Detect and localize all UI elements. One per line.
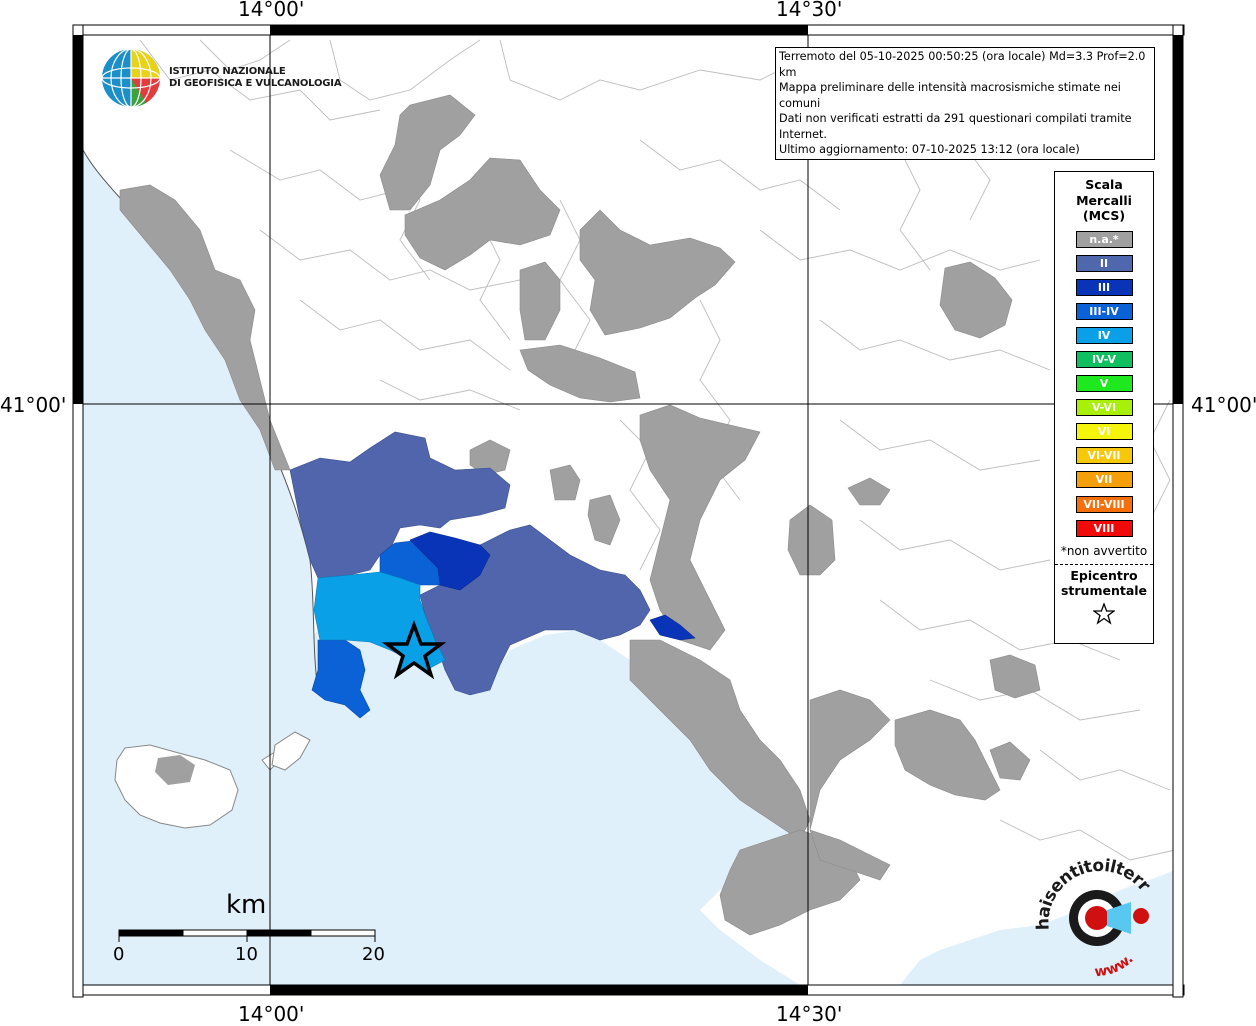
epicenter-star (381, 619, 447, 680)
star-icon (1055, 601, 1153, 629)
ingv-logo: ISTITUTO NAZIONALE DI GEOFISICA E VULCAN… (101, 48, 342, 108)
ingv-line2: DI GEOFISICA E VULCANOLOGIA (169, 78, 342, 89)
legend-epicenter-2: strumentale (1060, 583, 1148, 599)
legend-item: n.a.* (1075, 230, 1133, 248)
ingv-line1: ISTITUTO NAZIONALE (169, 66, 286, 77)
sea-area (83, 35, 800, 985)
legend-item: II (1075, 254, 1133, 272)
hai-sentito-logo: haisentitoilterremoto.it www. (1026, 843, 1165, 992)
area-intensity-iii-iv (311, 639, 371, 719)
legend-item: IV-V (1075, 350, 1133, 368)
legend-items: n.a.* II III III-IV IV IV-V V V-VI VI VI-VII VII VI… (1055, 230, 1153, 537)
legend-item: IV (1075, 326, 1133, 344)
info-line-3: Dati non verificati estratti da 291 ques… (779, 112, 1132, 141)
legend-title-3: (MCS) (1082, 208, 1126, 223)
area-intensity-iii (649, 614, 696, 641)
legend-item: VI-VII (1075, 447, 1133, 465)
coord-bottom-right: 14°30' (776, 1002, 843, 1026)
legend-item: VII-VIII (1075, 495, 1133, 513)
scale-tick-10: 10 (235, 944, 258, 965)
info-line-2: Mappa preliminare delle intensità macros… (779, 81, 1121, 110)
scale-tick-0: 0 (113, 944, 125, 965)
mcs-legend: Scala Mercalli (MCS) n.a.* II III III-IV IV I… (1054, 171, 1154, 644)
legend-item: V-VI (1075, 399, 1133, 417)
legend-title-2: Mercalli (1076, 192, 1132, 208)
legend-footnote: *non avvertito (1060, 543, 1148, 558)
area-intensity-iii (409, 531, 491, 591)
badge-text-bottom: www. (1094, 951, 1137, 980)
scale-tick-20: 20 (362, 944, 385, 965)
info-line-4: Ultimo aggiornamento: 07-10-2025 13:12 (… (779, 143, 1080, 156)
event-info-box: Terremoto del 05-10-2025 00:50:25 (ora l… (775, 47, 1155, 160)
coord-bottom-left: 14°00' (238, 1002, 305, 1026)
legend-title-1: Scala (1085, 177, 1123, 192)
coord-top-right: 14°30' (776, 0, 843, 21)
info-line-1: Terremoto del 05-10-2025 00:50:25 (ora l… (779, 50, 1146, 79)
scale-bar (118, 929, 376, 942)
legend-epicenter-1: Epicentro (1070, 567, 1138, 583)
legend-divider (1055, 563, 1153, 565)
legend-item: V (1075, 375, 1133, 393)
legend-item: III (1075, 278, 1133, 296)
coord-left-lat: 41°00' (0, 393, 67, 417)
svg-text:www.: www. (1094, 951, 1137, 980)
legend-item: VII (1075, 471, 1133, 489)
coord-top-left: 14°00' (238, 0, 305, 21)
scale-unit: km (226, 890, 267, 920)
globe-icon (101, 48, 161, 108)
legend-item: III-IV (1075, 302, 1133, 320)
coord-right-lat: 41°00' (1191, 393, 1256, 417)
legend-item: VIII (1075, 519, 1133, 537)
legend-item: VI (1075, 423, 1133, 441)
